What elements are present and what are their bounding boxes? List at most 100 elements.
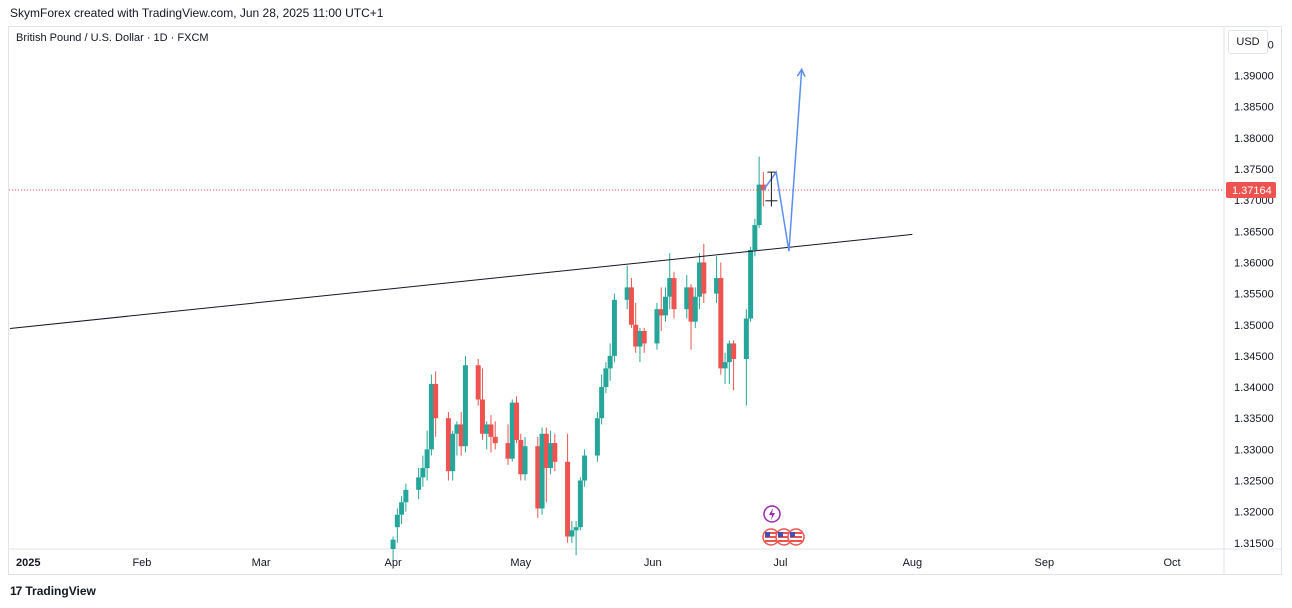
candle-body <box>565 461 571 537</box>
candle[interactable] <box>565 433 571 543</box>
candle[interactable] <box>420 455 426 487</box>
candle[interactable] <box>603 362 609 394</box>
time-tick-label: May <box>510 557 531 569</box>
candle-body <box>445 418 451 472</box>
us-event-flag-icon[interactable] <box>775 528 793 546</box>
candle[interactable] <box>390 536 396 562</box>
candle[interactable] <box>654 302 660 350</box>
candle[interactable] <box>633 302 639 353</box>
candle[interactable] <box>424 430 430 481</box>
candle[interactable] <box>569 520 575 543</box>
candle[interactable] <box>433 371 439 437</box>
candle-body <box>535 446 541 509</box>
price-tick-label: 1.34500 <box>1234 351 1274 363</box>
candle[interactable] <box>624 265 630 310</box>
tradingview-logo[interactable]: 17 TradingView <box>10 584 96 598</box>
candle[interactable] <box>488 415 494 453</box>
candle[interactable] <box>535 436 541 518</box>
candle[interactable] <box>743 309 749 406</box>
candle-body <box>552 443 558 462</box>
candle[interactable] <box>462 355 468 453</box>
candle[interactable] <box>607 343 613 381</box>
time-tick-label: Apr <box>385 557 402 569</box>
candle[interactable] <box>611 293 617 363</box>
chart-frame <box>8 26 1282 575</box>
candle[interactable] <box>692 287 698 328</box>
candle[interactable] <box>428 374 434 456</box>
candle[interactable] <box>573 520 579 556</box>
candle[interactable] <box>599 374 605 425</box>
candle[interactable] <box>667 253 673 310</box>
candle[interactable] <box>714 256 720 303</box>
currency-selector[interactable]: USD <box>1228 30 1268 54</box>
candle[interactable] <box>484 421 490 450</box>
time-tick-label: Jul <box>773 557 787 569</box>
candle[interactable] <box>684 274 690 319</box>
price-tick-label: 1.39000 <box>1234 71 1274 83</box>
candle-body <box>662 296 668 316</box>
candle[interactable] <box>756 156 762 229</box>
candle-body <box>641 330 647 344</box>
candle[interactable] <box>543 427 549 503</box>
price-tick-label: 1.37500 <box>1234 164 1274 176</box>
candle-body <box>518 439 524 475</box>
candle[interactable] <box>701 243 707 303</box>
candle-body <box>599 387 605 419</box>
candle[interactable] <box>688 284 694 350</box>
candle[interactable] <box>594 411 600 462</box>
candle[interactable] <box>539 427 545 515</box>
candle[interactable] <box>399 496 405 525</box>
candle[interactable] <box>662 287 668 322</box>
candle[interactable] <box>479 368 485 440</box>
candle-body <box>748 250 754 319</box>
candle[interactable] <box>722 352 728 384</box>
candle[interactable] <box>577 477 583 531</box>
time-tick-label: Aug <box>903 557 923 569</box>
candle-body <box>743 318 749 360</box>
candle-body <box>756 184 762 226</box>
candle[interactable] <box>522 436 528 481</box>
axis-layer: 1.395001.390001.385001.380001.375001.370… <box>16 39 1276 569</box>
tradingview-logo-icon: 17 <box>10 584 22 598</box>
candle[interactable] <box>548 430 554 475</box>
candle[interactable] <box>416 468 422 500</box>
candle[interactable] <box>582 449 588 487</box>
candle[interactable] <box>718 262 724 375</box>
price-tick-label: 1.33500 <box>1234 413 1274 425</box>
candle[interactable] <box>641 327 647 353</box>
candle[interactable] <box>697 253 703 310</box>
candle[interactable] <box>731 340 737 391</box>
trendline[interactable] <box>9 233 913 329</box>
flash-event-icon[interactable] <box>763 505 781 523</box>
candle[interactable] <box>492 421 498 450</box>
price-tick-label: 1.36500 <box>1234 226 1274 238</box>
candle[interactable] <box>514 396 520 444</box>
projection-path[interactable] <box>762 69 803 252</box>
candle[interactable] <box>518 433 524 481</box>
candle[interactable] <box>628 278 634 328</box>
candle[interactable] <box>509 399 515 462</box>
candle[interactable] <box>658 287 664 331</box>
candles-layer <box>390 156 766 562</box>
candle-body <box>573 527 579 531</box>
candle[interactable] <box>475 359 481 406</box>
candle[interactable] <box>552 433 558 472</box>
us-event-flag-icon[interactable] <box>787 528 805 546</box>
candle-body <box>633 324 639 347</box>
candle[interactable] <box>505 424 511 465</box>
candle[interactable] <box>403 483 409 512</box>
candle-body <box>462 365 468 447</box>
candle-body <box>492 436 498 444</box>
candle[interactable] <box>748 246 754 322</box>
candle[interactable] <box>726 340 732 384</box>
candle[interactable] <box>752 218 758 257</box>
candle[interactable] <box>450 430 456 481</box>
candle[interactable] <box>445 411 451 481</box>
price-tick-label: 1.37000 <box>1234 195 1274 207</box>
candle[interactable] <box>454 421 460 456</box>
candle[interactable] <box>671 271 677 319</box>
candle[interactable] <box>458 411 464 456</box>
candle[interactable] <box>637 327 643 363</box>
candle[interactable] <box>394 508 400 543</box>
